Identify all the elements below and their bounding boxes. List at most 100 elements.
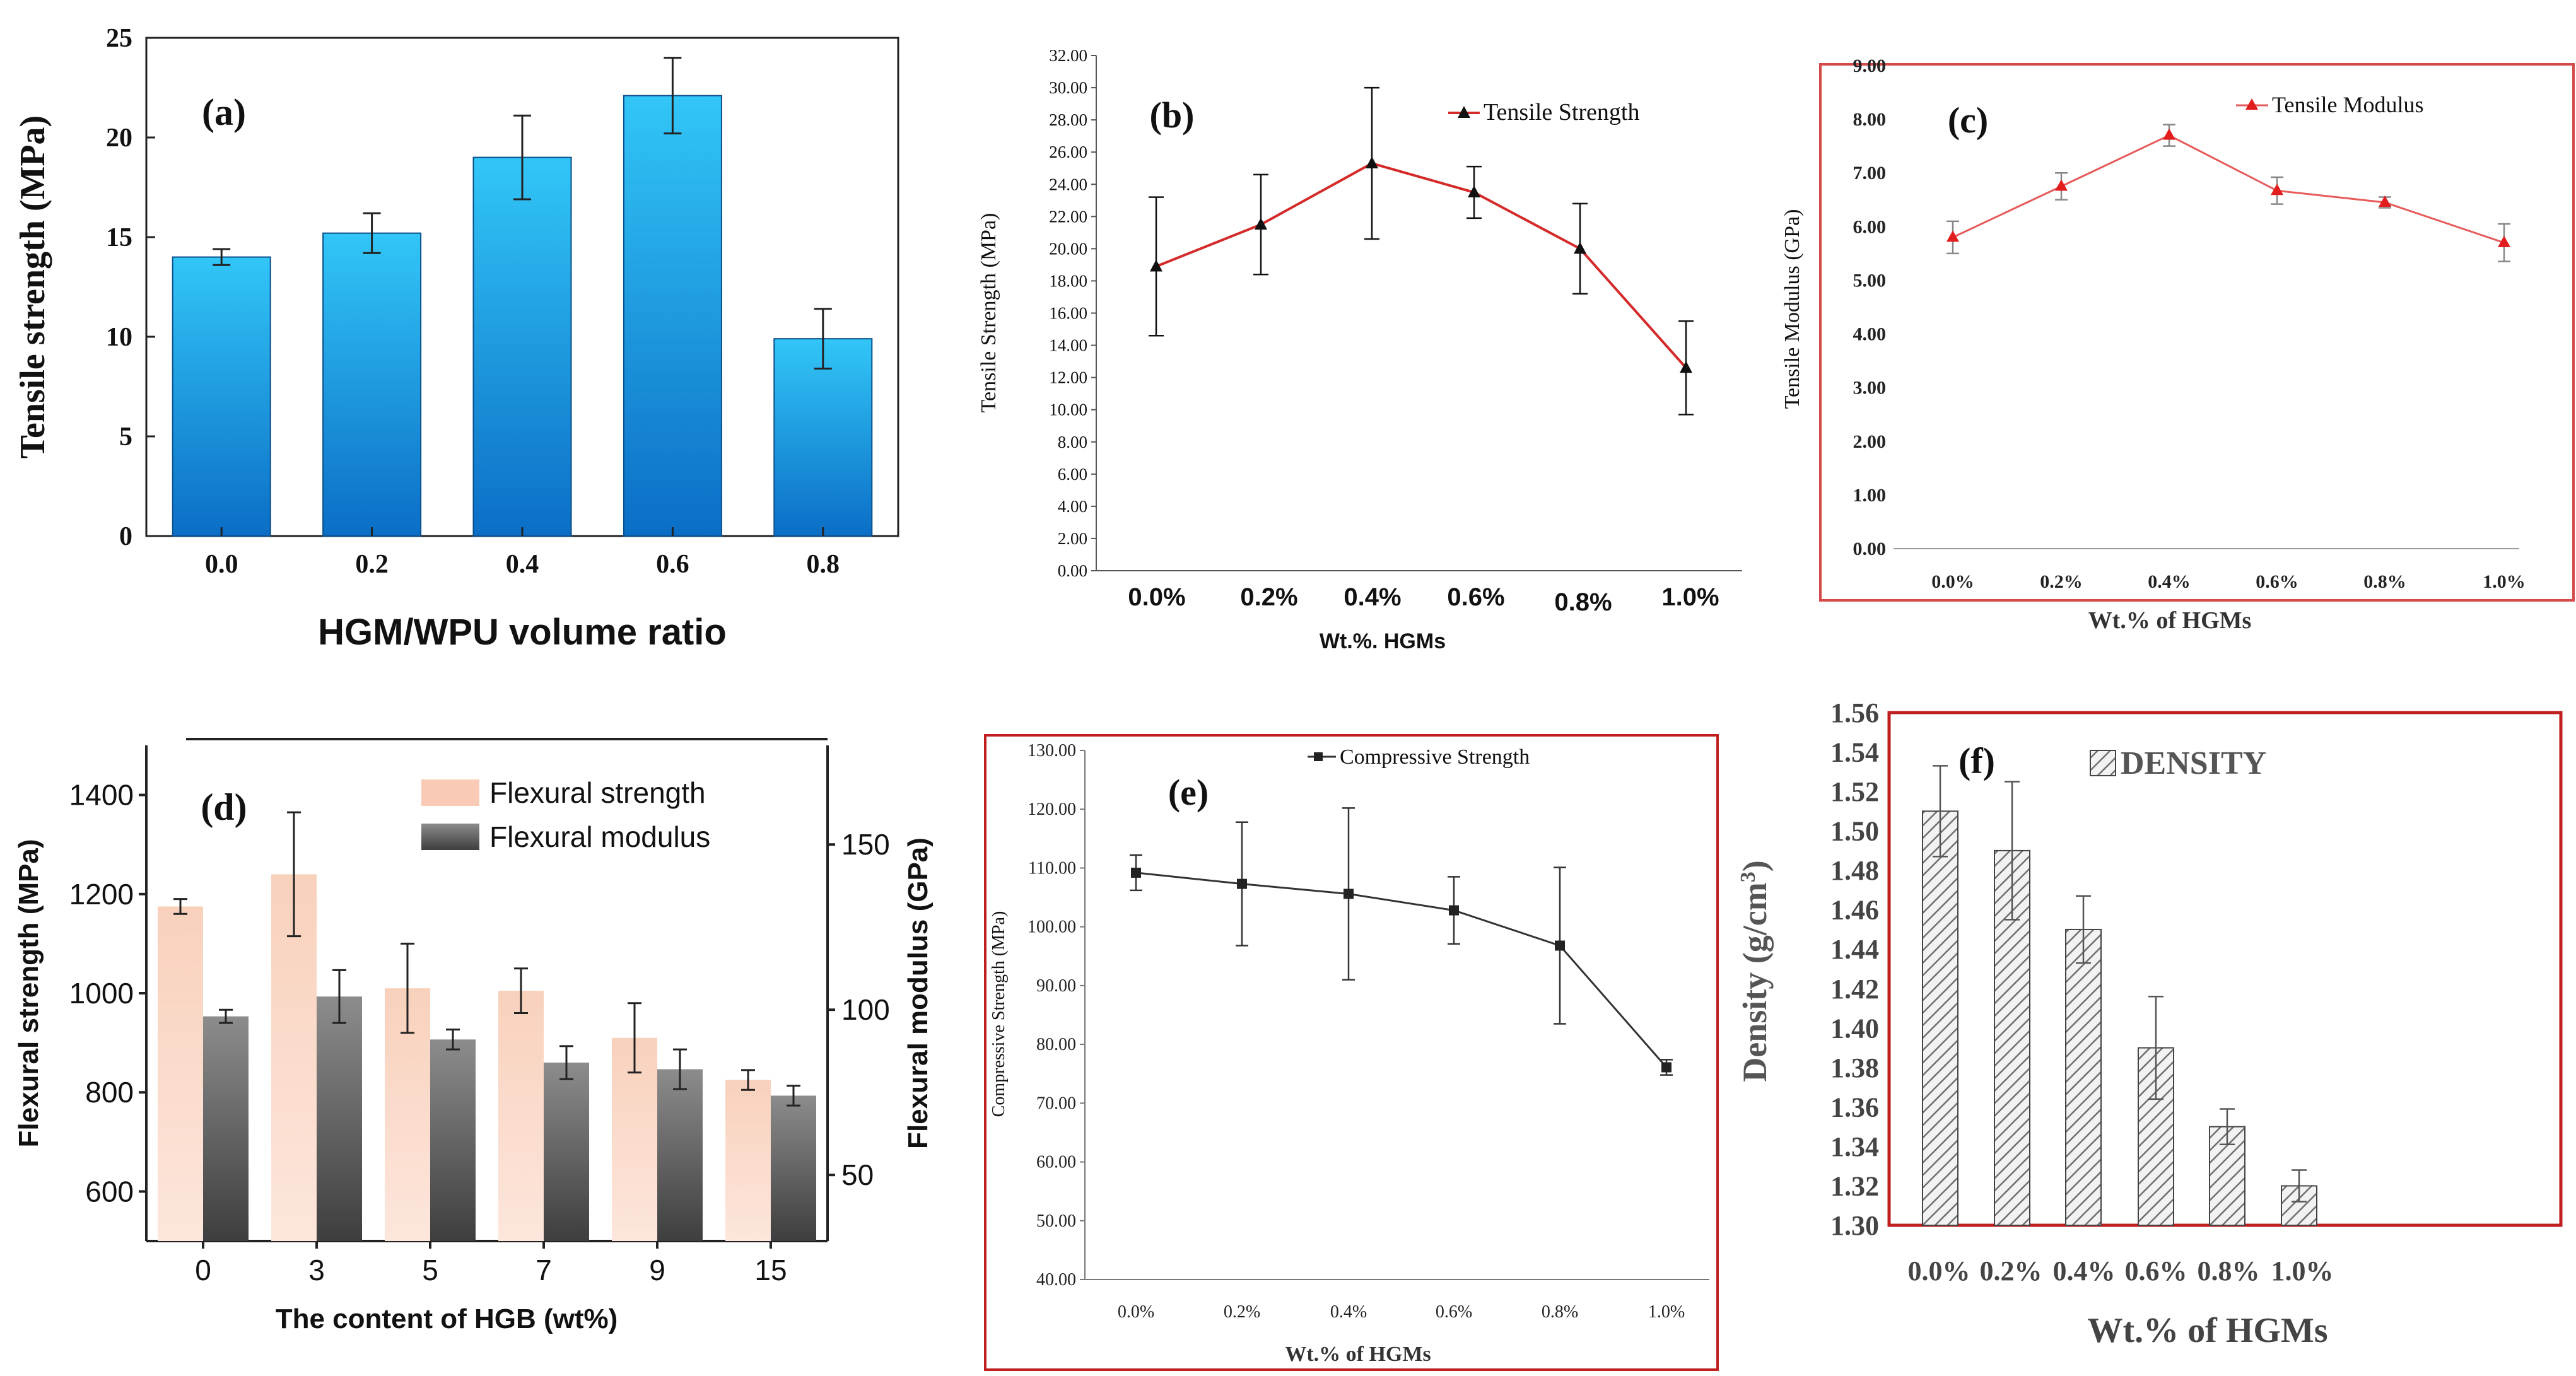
data-point <box>2379 195 2391 207</box>
x-tick-label: 0.6% <box>1447 583 1504 611</box>
y-tick-label: 28.00 <box>1049 110 1087 129</box>
bar <box>773 338 873 537</box>
y-tick-label: 1.40 <box>1830 1013 1879 1044</box>
x-tick-label: 0.2 <box>355 550 389 579</box>
panel-label: (a) <box>202 91 246 133</box>
data-point <box>2498 235 2510 247</box>
x-axis-label: Wt.% of HGMs <box>1285 1343 1431 1366</box>
y-tick-label: 1.34 <box>1830 1131 1879 1162</box>
y-tick-label: 30.00 <box>1049 78 1087 97</box>
y-tick-label: 2.00 <box>1853 431 1887 452</box>
panel-frame <box>984 734 1719 1371</box>
x-tick-label: 1.0% <box>2271 1256 2334 1286</box>
x-tick-label: 0.8 <box>807 550 840 579</box>
data-point <box>1237 878 1247 889</box>
y-axis-label-right: Flexural modulus (GPa) <box>903 837 934 1149</box>
legend-swatch <box>2090 750 2116 776</box>
x-axis-label: Wt.% of HGMs <box>2088 607 2252 634</box>
y-tick-label: 2.00 <box>1058 529 1087 548</box>
y-tick-label: 6.00 <box>1058 465 1087 484</box>
legend-label: Flexural modulus <box>489 820 710 853</box>
legend-label: Compressive Strength <box>1340 745 1530 769</box>
legend-marker <box>1458 106 1470 118</box>
y-axis-label: Flexural strength (MPa) <box>13 839 44 1148</box>
y-tick-label: 120.00 <box>1027 800 1076 819</box>
data-point <box>1574 242 1586 254</box>
y-tick-label: 6.00 <box>1853 216 1887 237</box>
error-bar <box>287 811 301 938</box>
data-point <box>2055 179 2068 191</box>
y-tick-label: 14.00 <box>1049 336 1087 355</box>
x-tick-label: 1.0% <box>1648 1302 1685 1322</box>
y-tick-label: 800 <box>85 1076 134 1109</box>
bar <box>2065 928 2102 1226</box>
error-bar <box>741 1069 755 1091</box>
x-tick-label: 0.8% <box>2198 1256 2260 1286</box>
y-axis-label: Tensile strength (MPa) <box>13 115 52 458</box>
y-tick-label: 26.00 <box>1049 143 1087 161</box>
legend-label: Tensile Modulus <box>2272 92 2423 117</box>
bar <box>322 232 422 537</box>
error-bar <box>2005 781 2020 921</box>
data-point <box>1449 905 1459 916</box>
y-tick-label: 5.00 <box>1853 270 1887 291</box>
y-tick-label: 20.00 <box>1049 239 1087 258</box>
y-tick-label: 22.00 <box>1049 207 1087 226</box>
x-tick-label: 0.8% <box>1542 1302 1578 1322</box>
bar-flexural-modulus <box>430 1039 476 1241</box>
error-bar <box>559 1045 573 1080</box>
data-point <box>1255 218 1267 230</box>
y-axis-label: Tensile Strength (MPa) <box>977 213 1000 413</box>
y-tick-label: 1.30 <box>1830 1210 1879 1241</box>
error-bar <box>213 248 231 266</box>
y-tick-label: 0.00 <box>1853 539 1887 559</box>
y-axis-label: Compressive Strength (MPa) <box>989 911 1009 1117</box>
legend-swatch-modulus <box>421 824 479 850</box>
y-tick-label: 15 <box>106 223 132 252</box>
y-tick-label: 600 <box>85 1175 134 1208</box>
legend-label: DENSITY <box>2121 745 2266 781</box>
panel-e: 40.00 50.00 60.00 70.00 80.00 90.00 100.00 110.… <box>984 734 1719 1371</box>
bar <box>623 95 722 537</box>
x-tick-label: 0.0% <box>1931 571 1974 592</box>
y-tick-label: 20 <box>106 124 132 153</box>
x-tick-label: 15 <box>754 1254 787 1286</box>
y-tick-label: 0 <box>119 522 132 551</box>
data-point <box>1366 156 1378 169</box>
x-tick-label: 0.4% <box>2148 571 2191 592</box>
y-tick-label: 5 <box>119 423 132 452</box>
bar <box>172 256 271 537</box>
y-tick-label: 3.00 <box>1853 378 1887 399</box>
data-point <box>1555 940 1565 951</box>
y-tick-label: 1.42 <box>1830 974 1879 1005</box>
y-tick-label: 50.00 <box>1036 1211 1076 1231</box>
data-point <box>2271 184 2283 195</box>
y-tick-label: 1.36 <box>1830 1092 1879 1122</box>
x-axis-label: The content of HGB (wt%) <box>276 1303 618 1334</box>
y-tick-label: 100.00 <box>1027 918 1076 937</box>
bar-flexural-modulus <box>544 1063 589 1241</box>
error-bar <box>787 1085 800 1107</box>
y-axis-label: Tensile Modulus (GPa) <box>1781 209 1804 409</box>
y-tick-label: 4.00 <box>1058 497 1087 516</box>
panel-label: (b) <box>1150 95 1195 136</box>
y-axis-label: Density (g/cm3) <box>1736 860 1774 1082</box>
x-tick-label: 0.2% <box>1240 583 1297 611</box>
legend-label: Flexural strength <box>489 776 706 809</box>
x-axis-label: Wt.%. HGMs <box>1320 629 1446 653</box>
x-tick-label: 0.6 <box>656 550 689 579</box>
data-point <box>1131 867 1141 878</box>
x-tick-label: 3 <box>308 1254 325 1286</box>
y-tick-label: 10.00 <box>1049 400 1087 419</box>
y-tick-label: 25 <box>106 24 132 53</box>
y-tick-label: 1400 <box>69 779 134 812</box>
x-tick-label: 5 <box>422 1254 438 1286</box>
panel-label: (c) <box>1948 100 1988 141</box>
panel-d: 600 800 1000 1200 1400 50 100 150 0 3 5 7 9 15 The con… <box>13 738 934 1334</box>
x-tick-label: 0.2% <box>1224 1302 1260 1322</box>
panel-a: 0 5 10 15 20 25 0.0 0.2 0.4 0.6 0.8 Tensile strengt… <box>13 24 899 653</box>
x-tick-label: 0.0 <box>205 550 238 579</box>
error-bar <box>446 1029 460 1051</box>
y-tick-label: 60.00 <box>1036 1153 1076 1172</box>
data-point <box>1680 361 1692 373</box>
